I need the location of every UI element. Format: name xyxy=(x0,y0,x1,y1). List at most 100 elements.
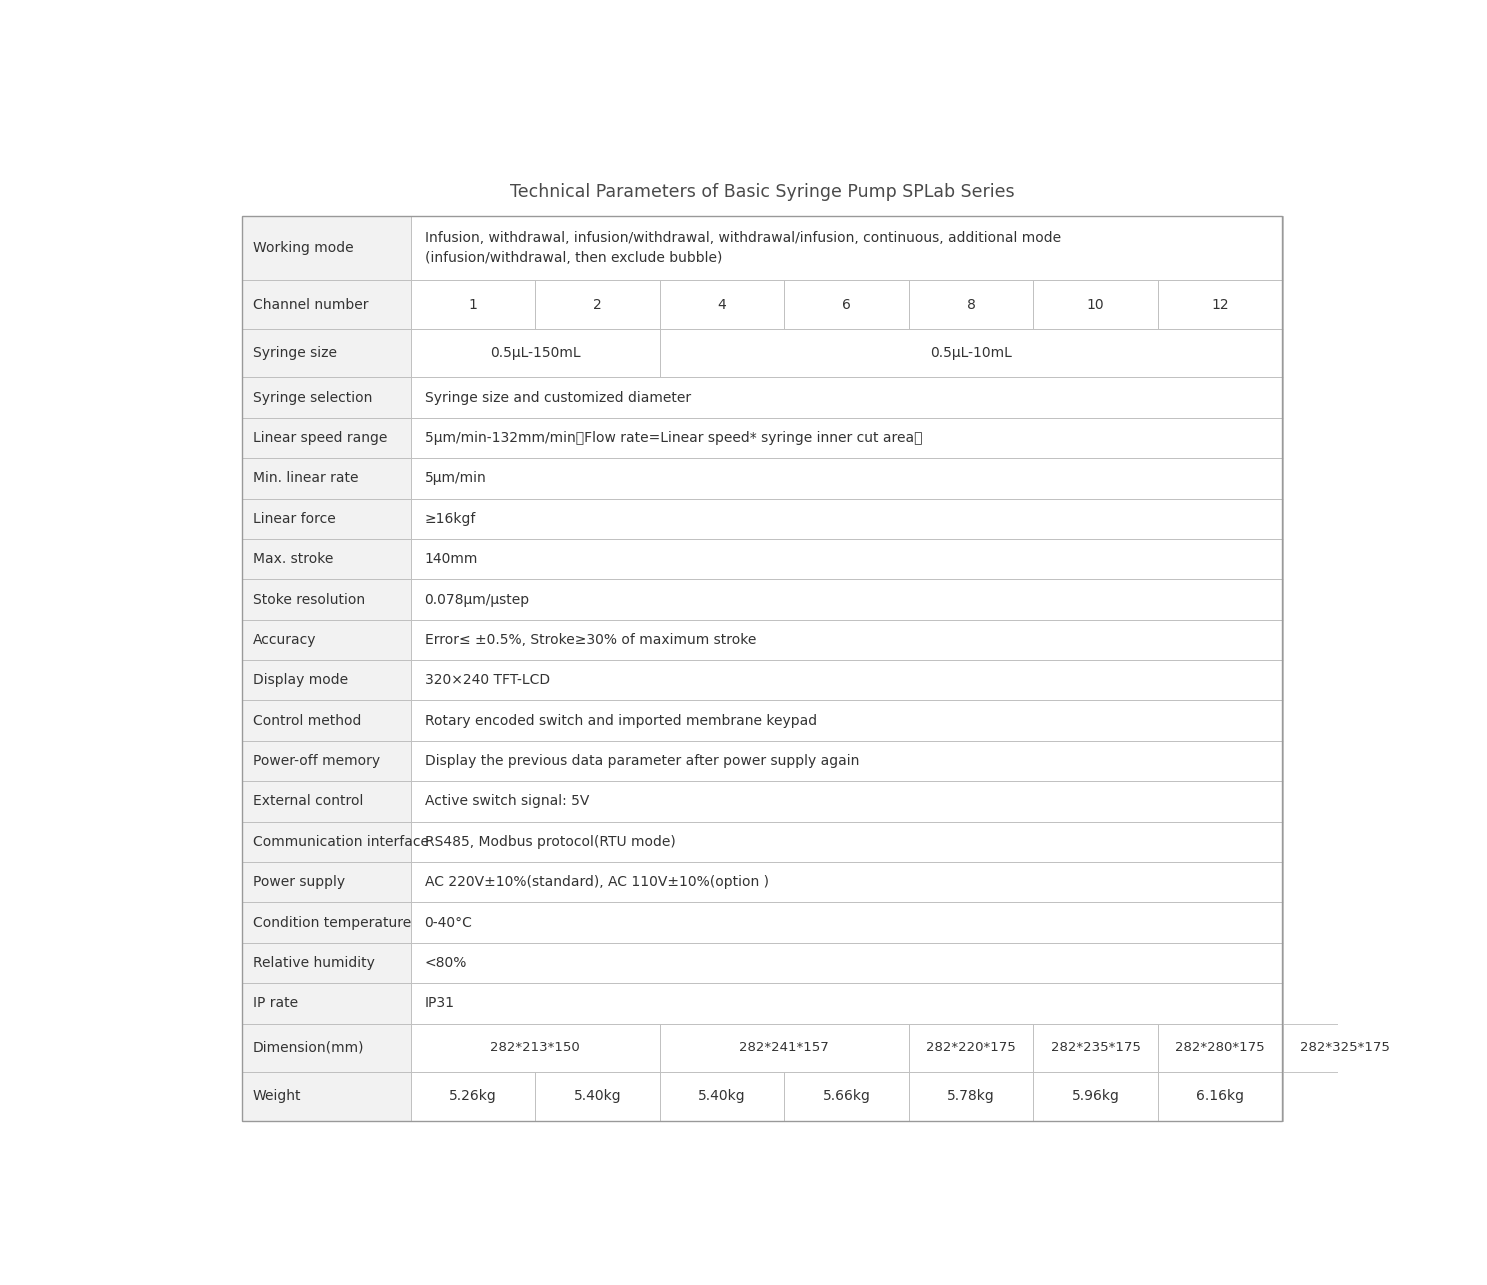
Bar xyxy=(242,1072,410,1121)
Text: Linear force: Linear force xyxy=(253,511,335,526)
Text: Working mode: Working mode xyxy=(253,242,352,256)
Text: Linear speed range: Linear speed range xyxy=(253,430,387,445)
Text: 12: 12 xyxy=(1212,298,1230,312)
Text: Channel number: Channel number xyxy=(253,298,367,312)
Text: Accuracy: Accuracy xyxy=(253,634,317,646)
Text: Max. stroke: Max. stroke xyxy=(253,553,333,567)
Text: Communication interface: Communication interface xyxy=(253,835,428,849)
Bar xyxy=(1158,1024,1282,1072)
Text: 8: 8 xyxy=(967,298,975,312)
Bar xyxy=(660,280,784,329)
Text: Display mode: Display mode xyxy=(253,673,348,687)
Bar xyxy=(410,660,1282,700)
Text: Active switch signal: 5V: Active switch signal: 5V xyxy=(425,794,589,808)
Text: Power-off memory: Power-off memory xyxy=(253,754,379,768)
Text: Condition temperature: Condition temperature xyxy=(253,916,410,929)
Text: Stoke resolution: Stoke resolution xyxy=(253,592,364,607)
Text: 5.40kg: 5.40kg xyxy=(699,1090,746,1104)
Text: 5.40kg: 5.40kg xyxy=(574,1090,622,1104)
Bar xyxy=(242,418,410,459)
Bar xyxy=(410,821,1282,862)
Text: External control: External control xyxy=(253,794,363,808)
Bar xyxy=(1033,1024,1158,1072)
Text: 5μm/min-132mm/min（Flow rate=Linear speed* syringe inner cut area）: 5μm/min-132mm/min（Flow rate=Linear speed… xyxy=(425,430,922,445)
Bar xyxy=(410,862,1282,902)
Text: Weight: Weight xyxy=(253,1090,300,1104)
Bar xyxy=(242,943,410,983)
Bar xyxy=(410,983,1282,1024)
Bar xyxy=(242,538,410,580)
Text: 0.078μm/μstep: 0.078μm/μstep xyxy=(425,592,529,607)
Text: IP rate: IP rate xyxy=(253,996,297,1010)
Bar xyxy=(410,216,1282,280)
Text: 282*213*150: 282*213*150 xyxy=(491,1041,580,1055)
Bar xyxy=(410,418,1282,459)
Bar xyxy=(242,280,410,329)
Text: 0.5μL-150mL: 0.5μL-150mL xyxy=(489,346,580,360)
Bar xyxy=(410,700,1282,741)
Bar xyxy=(660,329,1282,378)
Text: 282*241*157: 282*241*157 xyxy=(739,1041,830,1055)
Bar xyxy=(660,1024,909,1072)
Text: 5.78kg: 5.78kg xyxy=(947,1090,995,1104)
Bar xyxy=(410,741,1282,781)
Bar xyxy=(1033,1072,1158,1121)
Text: Display the previous data parameter after power supply again: Display the previous data parameter afte… xyxy=(425,754,859,768)
Text: Syringe size and customized diameter: Syringe size and customized diameter xyxy=(425,391,690,405)
Text: 2: 2 xyxy=(593,298,602,312)
Bar xyxy=(242,862,410,902)
Bar xyxy=(535,280,660,329)
Text: RS485, Modbus protocol(RTU mode): RS485, Modbus protocol(RTU mode) xyxy=(425,835,675,849)
Text: Power supply: Power supply xyxy=(253,875,345,889)
Bar xyxy=(1033,280,1158,329)
Text: Control method: Control method xyxy=(253,713,361,727)
Bar xyxy=(242,378,410,418)
Text: Dimension(mm): Dimension(mm) xyxy=(253,1041,364,1055)
Bar xyxy=(242,580,410,619)
Bar xyxy=(242,902,410,943)
Bar xyxy=(410,329,660,378)
Bar xyxy=(242,329,410,378)
Bar xyxy=(410,781,1282,821)
Text: 0-40°C: 0-40°C xyxy=(425,916,473,929)
Text: 10: 10 xyxy=(1087,298,1105,312)
Bar xyxy=(242,459,410,499)
Bar xyxy=(909,280,1033,329)
Bar xyxy=(410,378,1282,418)
Bar xyxy=(410,902,1282,943)
Text: ≥16kgf: ≥16kgf xyxy=(425,511,476,526)
Bar xyxy=(410,280,535,329)
Text: <80%: <80% xyxy=(425,956,467,970)
Text: 282*325*175: 282*325*175 xyxy=(1300,1041,1390,1055)
Bar xyxy=(410,943,1282,983)
Bar xyxy=(242,821,410,862)
Text: 5.96kg: 5.96kg xyxy=(1072,1090,1120,1104)
Text: 320×240 TFT-LCD: 320×240 TFT-LCD xyxy=(425,673,550,687)
Text: 5.26kg: 5.26kg xyxy=(449,1090,497,1104)
Text: 5.66kg: 5.66kg xyxy=(822,1090,870,1104)
Bar xyxy=(784,280,909,329)
Text: Technical Parameters of Basic Syringe Pump SPLab Series: Technical Parameters of Basic Syringe Pu… xyxy=(510,184,1014,202)
Text: IP31: IP31 xyxy=(425,996,455,1010)
Bar xyxy=(410,1024,660,1072)
Bar xyxy=(909,1072,1033,1121)
Text: 6.16kg: 6.16kg xyxy=(1196,1090,1245,1104)
Text: Syringe size: Syringe size xyxy=(253,346,336,360)
Bar xyxy=(1158,1072,1282,1121)
Bar xyxy=(242,499,410,538)
Bar xyxy=(242,741,410,781)
Bar xyxy=(242,781,410,821)
Bar xyxy=(410,538,1282,580)
Text: Rotary encoded switch and imported membrane keypad: Rotary encoded switch and imported membr… xyxy=(425,713,816,727)
Bar xyxy=(535,1072,660,1121)
Bar xyxy=(909,1024,1033,1072)
Bar xyxy=(410,1072,535,1121)
Text: Infusion, withdrawal, infusion/withdrawal, withdrawal/infusion, continuous, addi: Infusion, withdrawal, infusion/withdrawa… xyxy=(425,231,1060,265)
Bar xyxy=(242,983,410,1024)
Text: Relative humidity: Relative humidity xyxy=(253,956,375,970)
Bar xyxy=(1158,280,1282,329)
Bar xyxy=(660,1072,784,1121)
Bar xyxy=(242,619,410,660)
Bar xyxy=(410,580,1282,619)
Text: 282*220*175: 282*220*175 xyxy=(926,1041,1016,1055)
